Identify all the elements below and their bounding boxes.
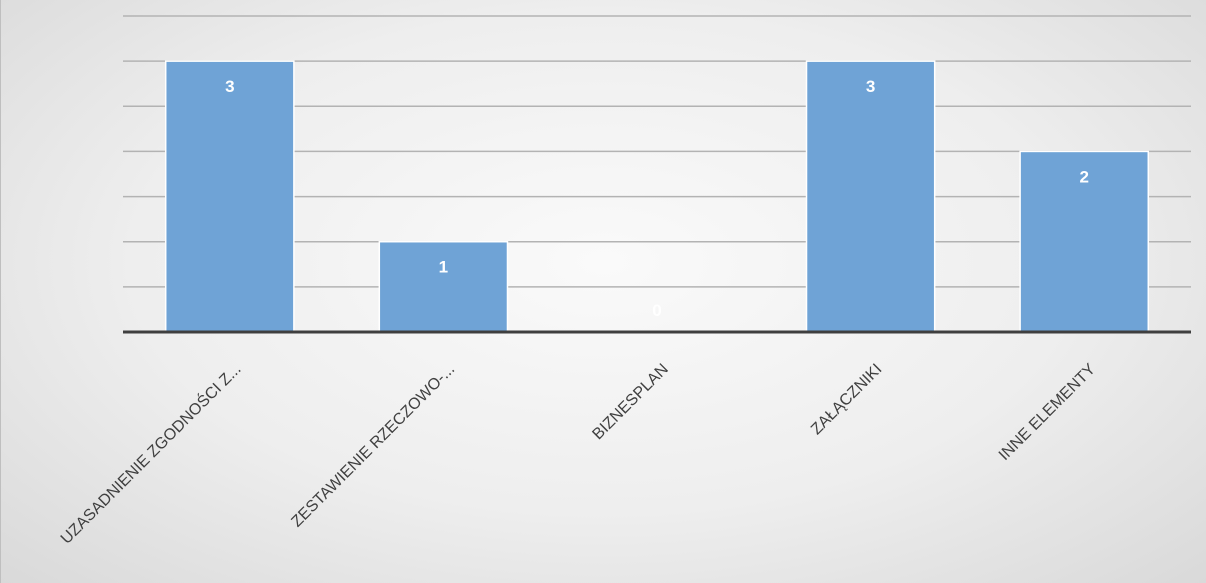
data-label-4: 3 xyxy=(866,77,875,96)
data-label-2: 1 xyxy=(439,258,448,277)
tick-label-1: UZASADNIENIE ZGODNOŚCI Z... xyxy=(56,359,244,547)
data-label-3: 0 xyxy=(652,301,661,320)
category-tick-labels: UZASADNIENIE ZGODNOŚCI Z... ZESTAWIENIE R… xyxy=(56,359,1099,547)
bar-1 xyxy=(164,60,295,333)
bar-5 xyxy=(1019,150,1150,333)
data-labels: 3 1 0 3 2 xyxy=(225,77,1089,320)
tick-label-2: ZESTAWIENIE RZECZOWO-... xyxy=(288,361,458,531)
bar-2 xyxy=(378,240,509,333)
bars xyxy=(164,60,1150,333)
tick-label-3: BIZNESPLAN xyxy=(589,361,671,443)
tick-label-4: ZAŁĄCZNIKI xyxy=(808,361,885,438)
tick-label-5: INNE ELEMENTY xyxy=(996,361,1099,464)
gridlines xyxy=(123,15,1191,288)
data-label-5: 2 xyxy=(1079,167,1088,186)
data-label-1: 3 xyxy=(225,77,234,96)
bar-4 xyxy=(805,60,936,333)
